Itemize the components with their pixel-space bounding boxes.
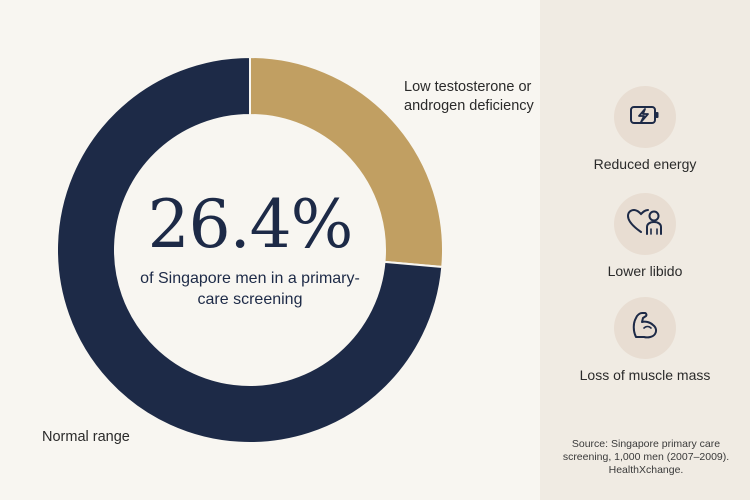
- battery-low-icon: [627, 97, 663, 138]
- symptom-lower-libido: Lower libido: [540, 193, 750, 280]
- symptom-label: Reduced energy: [593, 156, 697, 172]
- symptom-label: Loss of muscle mass: [579, 367, 711, 383]
- symptom-reduced-energy: Reduced energy: [540, 86, 750, 173]
- slice-label-normal-range: Normal range: [42, 429, 130, 445]
- donut-chart: [56, 55, 444, 444]
- symptom-loss-of-muscle-mass: Loss of muscle mass: [540, 297, 750, 384]
- symptom-label: Lower libido: [607, 263, 683, 279]
- icon-badge: [614, 193, 676, 255]
- icon-badge: [614, 297, 676, 359]
- source-note: Source: Singapore primary care screening…: [562, 438, 730, 476]
- center-value: 26.4%: [147, 186, 354, 263]
- donut-slice-normal-range: [56, 55, 444, 444]
- slice-label-low-testosterone: Low testosterone or androgen deficiency: [404, 79, 534, 114]
- chart-area: 26.4% of Singapore men in a primary-care…: [42, 55, 534, 445]
- center-caption: of Singapore men in a primary-care scree…: [140, 270, 360, 308]
- flexed-arm-icon: [626, 307, 664, 350]
- heart-person-icon: [625, 204, 665, 245]
- icon-badge: [614, 86, 676, 148]
